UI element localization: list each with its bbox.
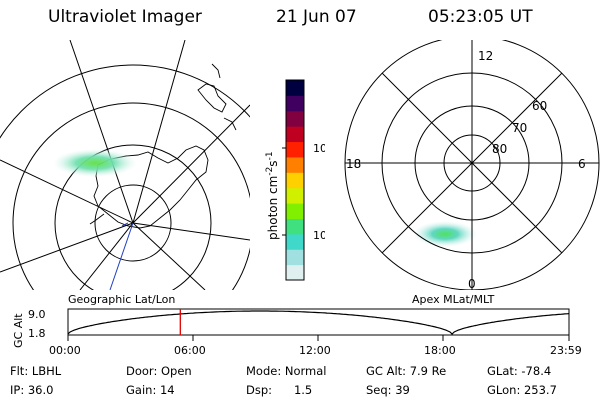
mlt-label-18: 18 <box>346 157 361 171</box>
mode-status: Mode: Normal <box>246 364 327 378</box>
mlt-label-12: 12 <box>478 49 493 63</box>
colorbar-frame <box>285 79 305 281</box>
apex-polar-map: 12 18 6 0 60 70 80 <box>344 40 600 290</box>
subsolar-line <box>121 222 129 227</box>
door-status: Door: Open <box>126 364 192 378</box>
instrument-title: Ultraviolet Imager <box>48 7 202 27</box>
colorbar-band <box>286 95 304 112</box>
apex-map-label: Apex MLat/MLT <box>412 293 495 306</box>
colorbar-band <box>286 233 304 250</box>
mlt-label-6: 6 <box>578 157 586 171</box>
geographic-map <box>0 40 250 290</box>
geo-lat-circle <box>12 102 250 290</box>
date-label: 21 Jun 07 <box>276 7 357 27</box>
colorbar-band <box>286 218 304 235</box>
geo-meridian <box>79 222 134 290</box>
time-label: 05:23:05 UT <box>428 7 533 27</box>
colorbar-band <box>286 187 304 204</box>
glat-status: GLat: -78.4 <box>487 364 552 378</box>
geo-meridian <box>69 40 134 224</box>
colorbar-band <box>286 249 304 266</box>
seq-status: Seq: 39 <box>366 383 410 397</box>
geo-lat-circle <box>0 64 250 139</box>
filter-status: Flt: LBHL <box>10 364 62 378</box>
geo-meridian <box>132 40 186 224</box>
ip-status: IP: 36.0 <box>10 383 54 397</box>
antarctica-coastline <box>93 145 209 229</box>
aurora-emission <box>413 221 477 247</box>
geo-lat-circle <box>54 144 212 290</box>
colorbar-band <box>286 172 304 189</box>
xtick-0600: 06:00 <box>174 344 206 357</box>
mlt-label-0: 0 <box>468 277 476 290</box>
colorbar: 100 10 photon cm-2s-1 <box>265 79 325 281</box>
gain-status: Gain: 14 <box>126 383 175 397</box>
coastline-fragment <box>89 213 105 225</box>
coastline-fragment <box>197 83 227 113</box>
colorbar-band <box>286 141 304 158</box>
coastline-fragment <box>211 63 221 79</box>
xtick-0000: 00:00 <box>49 344 81 357</box>
mlat-label-70: 70 <box>512 121 527 135</box>
altitude-ytick-max: 9.0 <box>28 308 46 321</box>
colorbar-band <box>286 203 304 219</box>
xtick-1800: 18:00 <box>424 344 456 357</box>
colorbar-tick-10: 10 <box>313 229 325 242</box>
colorbar-band <box>286 156 304 173</box>
colorbar-band <box>286 110 304 127</box>
coastline-fragment <box>223 117 237 131</box>
altitude-curve <box>67 310 570 335</box>
colorbar-band <box>286 126 304 143</box>
geo-meridian <box>132 222 250 241</box>
geo-meridian <box>0 222 134 273</box>
xtick-2359: 23:59 <box>550 344 582 357</box>
glon-status: GLon: 253.7 <box>487 383 557 397</box>
altitude-ytick-min: 1.8 <box>28 327 46 340</box>
geo-meridian <box>0 159 134 224</box>
colorbar-tick-100: 100 <box>313 142 325 155</box>
geo-lat-circle <box>94 184 172 262</box>
altitude-ylabel: GC Alt <box>12 313 25 348</box>
xtick-1200: 12:00 <box>299 344 331 357</box>
geo-meridian <box>132 104 250 224</box>
dsp-status: Dsp: 1.5 <box>246 383 313 397</box>
subsolar-line <box>109 222 134 290</box>
mlat-label-60: 60 <box>532 99 547 113</box>
colorbar-band <box>286 80 304 96</box>
colorbar-unit-label: photon cm-2s-1 <box>265 151 280 240</box>
colorbar-gradient <box>286 80 304 281</box>
geo-meridian <box>132 222 206 290</box>
mlat-label-80: 80 <box>492 142 507 156</box>
mlt-meridian <box>381 72 563 254</box>
gc-alt-status: GC Alt: 7.9 Re <box>366 364 447 378</box>
geographic-map-label: Geographic Lat/Lon <box>68 293 176 306</box>
aurora-emission <box>53 149 137 177</box>
colorbar-band <box>286 264 304 281</box>
altitude-plot: GC Alt 9.0 1.8 <box>12 308 570 348</box>
